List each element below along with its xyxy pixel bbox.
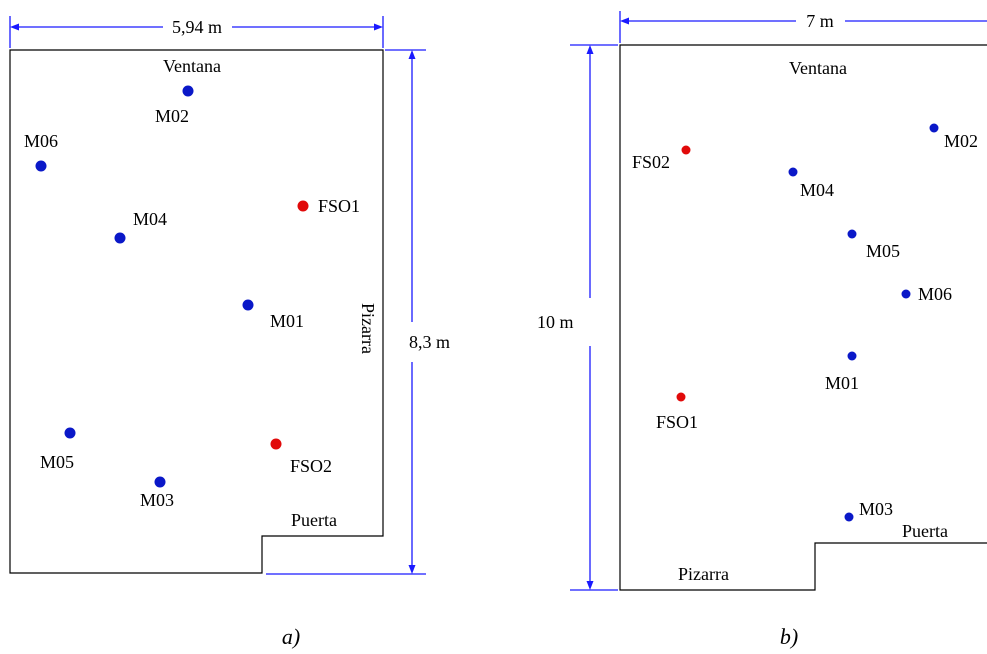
room-a-outline xyxy=(9,49,384,574)
sensor-label-b-fso1: FSO1 xyxy=(656,412,698,432)
room-b-outline xyxy=(619,44,987,591)
width-label-b: 7 m xyxy=(806,11,834,31)
sensor-dot-b-m03 xyxy=(844,512,854,522)
sensor-label-a-m06: M06 xyxy=(24,131,58,151)
sensor-label-b-fs02: FS02 xyxy=(632,152,670,172)
sensor-label-b-m03: M03 xyxy=(859,499,893,519)
sensor-dot-a-m01 xyxy=(242,299,254,311)
sensor-label-b-m04: M04 xyxy=(800,180,834,200)
sensor-label-a-m05: M05 xyxy=(40,452,74,472)
sensor-dot-a-m02 xyxy=(182,85,194,97)
sensor-label-b-m02: M02 xyxy=(944,131,978,151)
sensor-dot-b-fso1 xyxy=(676,392,686,402)
sensor-label-b-m06: M06 xyxy=(918,284,952,304)
sensor-dot-a-m04 xyxy=(114,232,126,244)
door-label-a: Puerta xyxy=(291,510,337,530)
sensor-dot-b-fs02 xyxy=(681,145,691,155)
height-dimension-b: 10 m xyxy=(534,44,618,591)
board-label-b: Pizarra xyxy=(678,564,729,584)
sensor-label-b-m01: M01 xyxy=(825,373,859,393)
sensor-dot-b-m04 xyxy=(788,167,798,177)
panel-a: 5,94 m 8,3 m Ventana Pizarra Puerta M02 … xyxy=(9,14,474,649)
sensor-label-a-fso2: FSO2 xyxy=(290,456,332,476)
panel-b: 7 m 10 m Ventana Pizarra Puerta M02 FS02… xyxy=(534,8,987,649)
width-dimension-a: 5,94 m xyxy=(9,14,384,48)
width-label-a: 5,94 m xyxy=(172,17,222,37)
sensor-dot-a-fso1 xyxy=(297,200,309,212)
sensor-label-a-fso1: FSO1 xyxy=(318,196,360,216)
sensor-dot-a-m03 xyxy=(154,476,166,488)
width-dimension-b: 7 m xyxy=(619,8,987,43)
height-label-b: 10 m xyxy=(537,312,574,332)
caption-a: a) xyxy=(282,624,300,649)
sensor-dot-a-m05 xyxy=(64,427,76,439)
sensor-dot-a-m06 xyxy=(35,160,47,172)
height-dimension-a: 8,3 m xyxy=(266,49,474,575)
sensor-dot-b-m02 xyxy=(929,123,939,133)
sensor-dot-a-fso2 xyxy=(270,438,282,450)
sensor-dot-b-m06 xyxy=(901,289,911,299)
sensor-dot-b-m05 xyxy=(847,229,857,239)
window-label-a: Ventana xyxy=(163,56,221,76)
board-label-a: Pizarra xyxy=(358,303,378,354)
door-label-b: Puerta xyxy=(902,521,948,541)
sensor-label-a-m03: M03 xyxy=(140,490,174,510)
window-label-b: Ventana xyxy=(789,58,847,78)
sensor-label-a-m04: M04 xyxy=(133,209,167,229)
caption-b: b) xyxy=(780,624,798,649)
sensor-label-b-m05: M05 xyxy=(866,241,900,261)
sensor-label-a-m02: M02 xyxy=(155,106,189,126)
sensor-dot-b-m01 xyxy=(847,351,857,361)
sensor-label-a-m01: M01 xyxy=(270,311,304,331)
height-label-a: 8,3 m xyxy=(409,332,450,352)
